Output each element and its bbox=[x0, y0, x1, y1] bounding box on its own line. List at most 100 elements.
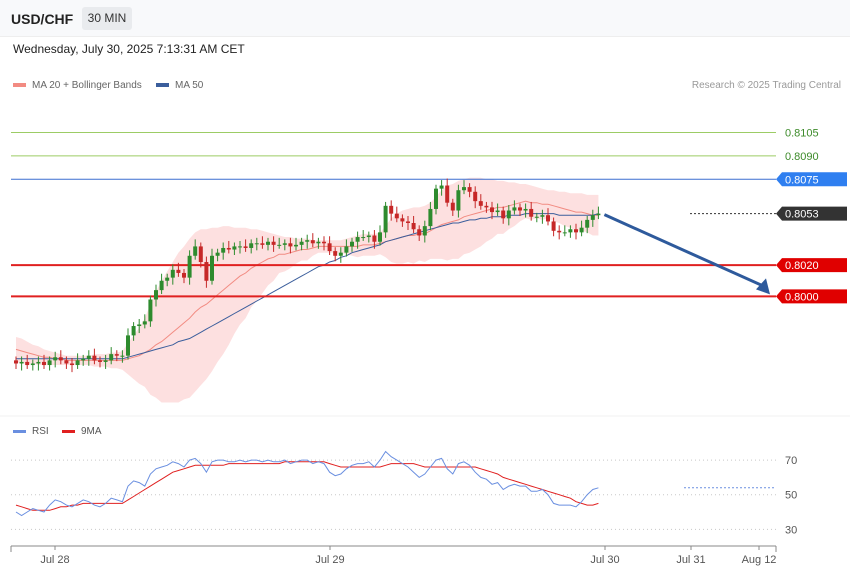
candle-body bbox=[243, 246, 248, 248]
candle-body bbox=[260, 243, 265, 245]
candle-body bbox=[42, 361, 46, 366]
candle-body bbox=[64, 360, 69, 364]
rsi-level-label-70: 70 bbox=[785, 455, 797, 467]
candle-body bbox=[120, 355, 125, 357]
candle-body bbox=[590, 215, 595, 220]
candle-body bbox=[490, 207, 494, 213]
candle-body bbox=[271, 241, 276, 245]
candle-body bbox=[198, 246, 203, 263]
candle-body bbox=[495, 210, 500, 213]
candle-body bbox=[523, 208, 528, 211]
candle-body bbox=[350, 241, 354, 247]
candle-body bbox=[86, 355, 91, 359]
candle-body bbox=[226, 247, 231, 250]
candle-body bbox=[221, 247, 226, 253]
candle-body bbox=[344, 246, 349, 253]
candle-body bbox=[512, 207, 517, 211]
price-label-0.8075: 0.8075 bbox=[785, 174, 819, 186]
rsi-line bbox=[15, 450, 599, 517]
candle-body bbox=[159, 280, 164, 291]
candle-body bbox=[131, 326, 136, 336]
legend-rsi: RSI bbox=[13, 426, 49, 437]
candle-body bbox=[456, 190, 461, 211]
candle-body bbox=[176, 269, 181, 273]
candle-body bbox=[411, 223, 416, 230]
candle-body bbox=[75, 360, 80, 366]
candle-body bbox=[154, 290, 158, 300]
candle-body bbox=[14, 360, 18, 364]
candle-body bbox=[585, 219, 590, 228]
rsi-ma-legend-label: 9MA bbox=[81, 426, 102, 437]
candle-body bbox=[473, 191, 478, 202]
candle-body bbox=[568, 229, 573, 233]
candle-body bbox=[428, 208, 433, 227]
rsi-ma-swatch bbox=[62, 429, 75, 433]
candle-body bbox=[518, 207, 522, 211]
candle-body bbox=[277, 244, 282, 246]
time-tick-label: Jul 29 bbox=[315, 554, 344, 566]
candle-body bbox=[165, 277, 170, 281]
candle-body bbox=[30, 363, 35, 366]
rsi-legend-label: RSI bbox=[32, 426, 49, 437]
candle-body bbox=[562, 232, 567, 234]
candle-body bbox=[266, 241, 270, 245]
price-tag-0.8075 bbox=[776, 172, 847, 187]
candle-body bbox=[58, 357, 63, 361]
candle-body bbox=[400, 218, 405, 222]
candle-body bbox=[254, 243, 259, 245]
candle-body bbox=[36, 361, 41, 364]
candle-body bbox=[361, 237, 366, 239]
candle-body bbox=[378, 232, 382, 242]
candle-body bbox=[137, 324, 142, 327]
candle-body bbox=[98, 360, 102, 362]
candle-body bbox=[439, 185, 444, 189]
candle-body bbox=[406, 221, 410, 223]
candle-body bbox=[238, 246, 242, 248]
candle-body bbox=[310, 240, 315, 244]
candle-body bbox=[333, 251, 338, 256]
ma20-legend-label: MA 20 + Bollinger Bands bbox=[32, 80, 142, 91]
time-tick-label: Jul 30 bbox=[590, 554, 619, 566]
candle-body bbox=[170, 269, 175, 278]
candle-body bbox=[445, 185, 450, 203]
candle-body bbox=[557, 230, 562, 233]
candle-body bbox=[462, 187, 466, 191]
candle-body bbox=[478, 201, 483, 206]
candle-body bbox=[417, 229, 422, 236]
top-bar: USD/CHF 30 MIN bbox=[0, 0, 850, 37]
candle-body bbox=[103, 360, 108, 362]
candle-body bbox=[316, 241, 321, 244]
bollinger-band bbox=[16, 177, 599, 403]
price-label-0.8053: 0.8053 bbox=[785, 209, 819, 221]
candle-body bbox=[148, 299, 153, 322]
candle-body bbox=[355, 237, 360, 242]
candle-body bbox=[551, 221, 556, 231]
timeframe-button[interactable]: 30 MIN bbox=[82, 7, 132, 30]
candle-body bbox=[142, 321, 147, 325]
time-tick-label: Jul 28 bbox=[40, 554, 69, 566]
candle-body bbox=[529, 208, 534, 217]
candle-body bbox=[383, 205, 388, 233]
candle-body bbox=[338, 252, 343, 256]
candle-body bbox=[187, 255, 192, 278]
candle-body bbox=[305, 240, 310, 242]
candle-body bbox=[574, 229, 578, 233]
price-tag-0.8053 bbox=[776, 206, 847, 221]
candle-body bbox=[389, 205, 394, 214]
legend-rsi-ma: 9MA bbox=[62, 426, 102, 437]
candle-body bbox=[501, 210, 506, 219]
legend-ma20: MA 20 + Bollinger Bands bbox=[13, 80, 142, 91]
candle-body bbox=[19, 361, 24, 364]
datetime-label: Wednesday, July 30, 2025 7:13:31 AM CET bbox=[13, 42, 245, 56]
price-label-0.8000: 0.8000 bbox=[785, 291, 819, 303]
rsi-level-label-30: 30 bbox=[785, 524, 797, 536]
ma50-legend-label: MA 50 bbox=[175, 80, 204, 91]
candle-body bbox=[249, 243, 254, 248]
candle-body bbox=[450, 202, 455, 211]
candle-body bbox=[109, 354, 114, 361]
price-tag-0.8000 bbox=[776, 289, 847, 304]
candle-body bbox=[215, 252, 220, 256]
candle-body bbox=[70, 363, 74, 366]
candle-body bbox=[114, 354, 119, 356]
